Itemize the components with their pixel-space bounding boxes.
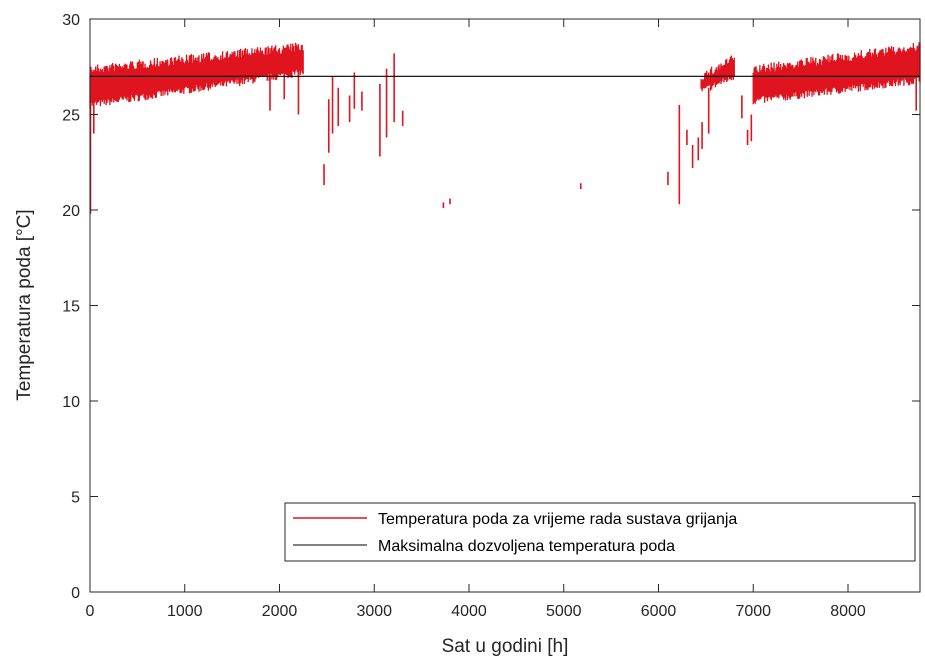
x-tick-label-3: 3000 <box>356 603 392 620</box>
heating-band-1 <box>700 55 735 92</box>
legend-label-max: Maksimalna dozvoljena temperatura poda <box>378 538 675 555</box>
y-tick-label-5: 25 <box>62 108 80 125</box>
y-axis-label: Temperatura poda [°C] <box>14 209 35 400</box>
ticks-layer: 0 1000 2000 3000 4000 5000 6000 7000 8000 0 5 10 15 2… <box>62 12 920 620</box>
y-tick-label-1: 5 <box>71 490 80 507</box>
data-layer <box>89 42 921 214</box>
x-tick-label-7: 7000 <box>735 603 771 620</box>
x-tick-label-4: 4000 <box>451 603 487 620</box>
y-tick-label-3: 15 <box>62 299 80 316</box>
x-tick-label-2: 2000 <box>262 603 298 620</box>
y-tick-label-0: 0 <box>71 585 80 602</box>
x-tick-label-8: 8000 <box>830 603 866 620</box>
y-tick-label-2: 10 <box>62 394 80 411</box>
x-tick-label-5: 5000 <box>546 603 582 620</box>
legend: Temperatura poda za vrijeme rada sustava… <box>284 502 916 562</box>
x-tick-label-1: 1000 <box>167 603 203 620</box>
y-tick-label-4: 20 <box>62 203 80 220</box>
x-tick-label-6: 6000 <box>641 603 677 620</box>
legend-box <box>284 502 916 562</box>
plot-area <box>90 19 920 592</box>
legend-label-heating: Temperatura poda za vrijeme rada sustava… <box>378 511 737 528</box>
x-tick-label-0: 0 <box>86 603 95 620</box>
y-tick-label-6: 30 <box>62 12 80 29</box>
heating-band-0 <box>89 42 304 109</box>
x-axis-label: Sat u godini [h] <box>442 636 569 657</box>
